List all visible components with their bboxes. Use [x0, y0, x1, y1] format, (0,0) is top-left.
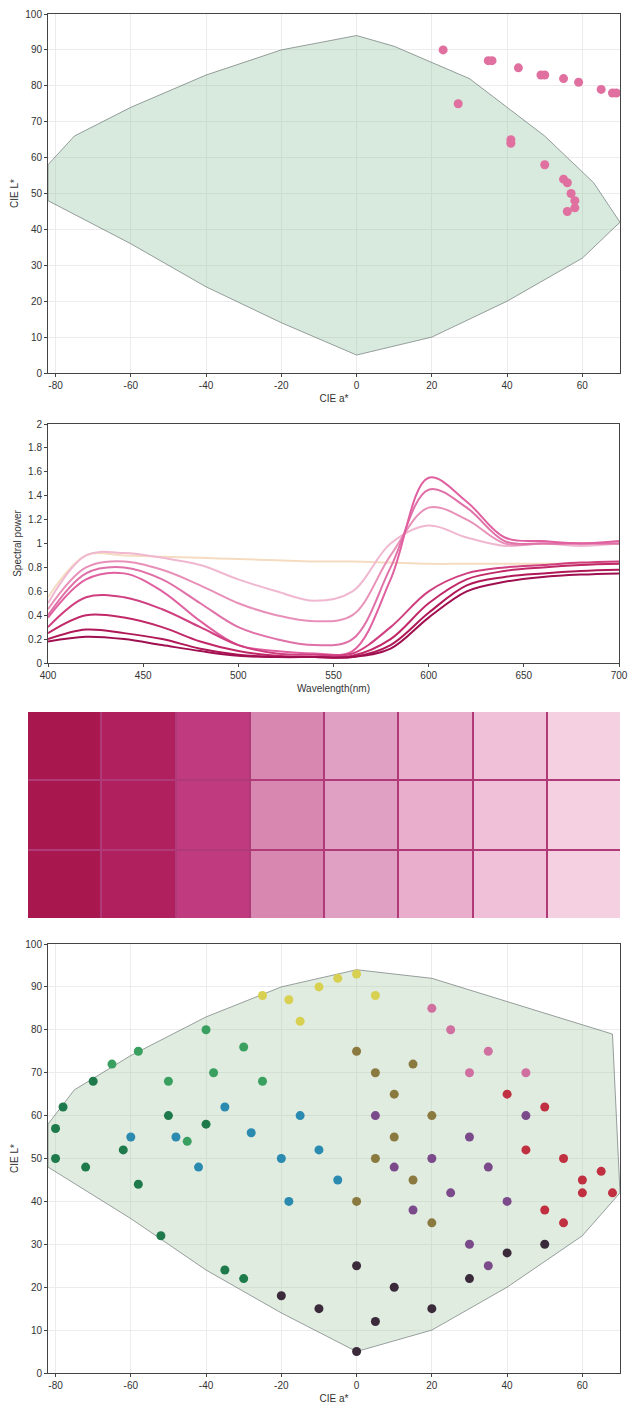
svg-text:-40: -40 — [199, 1380, 214, 1391]
svg-text:80: 80 — [31, 80, 43, 91]
svg-text:0: 0 — [36, 1368, 42, 1379]
svg-text:90: 90 — [31, 981, 43, 992]
svg-text:-40: -40 — [199, 380, 214, 391]
svg-text:-60: -60 — [124, 380, 139, 391]
svg-text:1.6: 1.6 — [28, 466, 42, 477]
svg-text:1.8: 1.8 — [28, 442, 42, 453]
svg-text:0: 0 — [354, 1380, 360, 1391]
svg-text:100: 100 — [25, 939, 42, 950]
svg-text:20: 20 — [426, 1380, 438, 1391]
svg-text:CIE L*: CIE L* — [9, 179, 20, 208]
svg-text:20: 20 — [31, 1282, 43, 1293]
svg-text:0.6: 0.6 — [28, 586, 42, 597]
svg-text:100: 100 — [25, 9, 42, 20]
svg-text:40: 40 — [31, 1196, 43, 1207]
svg-text:Spectral power: Spectral power — [12, 509, 23, 576]
svg-text:40: 40 — [502, 380, 514, 391]
svg-text:0.4: 0.4 — [28, 610, 42, 621]
svg-text:-80: -80 — [48, 380, 63, 391]
svg-text:-80: -80 — [48, 1380, 63, 1391]
svg-text:90: 90 — [31, 44, 43, 55]
svg-text:-20: -20 — [274, 380, 289, 391]
svg-text:60: 60 — [577, 380, 589, 391]
svg-text:80: 80 — [31, 1024, 43, 1035]
svg-text:10: 10 — [31, 1325, 43, 1336]
svg-text:70: 70 — [31, 1067, 43, 1078]
svg-text:-20: -20 — [274, 1380, 289, 1391]
svg-text:0.2: 0.2 — [28, 634, 42, 645]
svg-text:20: 20 — [426, 380, 438, 391]
svg-text:10: 10 — [31, 332, 43, 343]
svg-text:40: 40 — [502, 1380, 514, 1391]
svg-text:50: 50 — [31, 188, 43, 199]
svg-text:1.4: 1.4 — [28, 490, 42, 501]
svg-text:50: 50 — [31, 1153, 43, 1164]
svg-text:0: 0 — [354, 380, 360, 391]
svg-text:550: 550 — [325, 670, 342, 681]
svg-text:-60: -60 — [124, 1380, 139, 1391]
svg-text:1.2: 1.2 — [28, 514, 42, 525]
svg-text:CIE a*: CIE a* — [320, 1393, 349, 1404]
svg-text:500: 500 — [230, 670, 247, 681]
svg-text:450: 450 — [135, 670, 152, 681]
svg-text:650: 650 — [515, 670, 532, 681]
svg-text:600: 600 — [420, 670, 437, 681]
svg-text:CIE a*: CIE a* — [320, 393, 349, 404]
svg-text:0.8: 0.8 — [28, 562, 42, 573]
svg-text:60: 60 — [577, 1380, 589, 1391]
svg-text:60: 60 — [31, 1110, 43, 1121]
svg-text:2: 2 — [36, 419, 42, 430]
svg-text:60: 60 — [31, 152, 43, 163]
svg-text:Wavelength(nm): Wavelength(nm) — [297, 683, 370, 694]
svg-text:30: 30 — [31, 260, 43, 271]
svg-text:700: 700 — [611, 670, 628, 681]
svg-text:400: 400 — [40, 670, 57, 681]
svg-text:30: 30 — [31, 1239, 43, 1250]
svg-text:1: 1 — [36, 538, 42, 549]
svg-text:40: 40 — [31, 224, 43, 235]
svg-text:0: 0 — [36, 658, 42, 669]
svg-text:70: 70 — [31, 116, 43, 127]
svg-text:20: 20 — [31, 296, 43, 307]
svg-text:CIE L*: CIE L* — [9, 1144, 20, 1173]
svg-text:0: 0 — [36, 368, 42, 379]
